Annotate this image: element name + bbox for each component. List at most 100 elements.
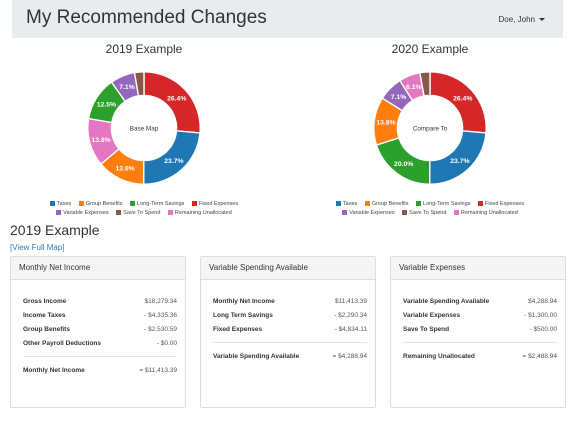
row-value: - $2,530.59 — [144, 325, 177, 333]
slice-label: 13.8% — [376, 120, 395, 127]
card-variable-expenses: Variable Expenses Variable Spending Avai… — [390, 256, 566, 408]
row-label: Fixed Expenses — [213, 325, 263, 333]
legend-item-long-term-savings[interactable]: Long-Term Savings — [130, 200, 184, 209]
legend-item-taxes[interactable]: Taxes — [335, 200, 358, 209]
row-value: $18,279.34 — [144, 297, 177, 305]
donut-center-label: Base Map — [130, 125, 159, 132]
legend-swatch — [453, 210, 459, 216]
donut-slice[interactable] — [429, 71, 487, 134]
view-full-map-link[interactable]: [View Full Map] — [10, 243, 65, 252]
caret-down-icon — [539, 18, 545, 22]
row-label: Long Term Savings — [213, 311, 273, 319]
legend-item-variable-expenses[interactable]: Variable Expenses — [56, 209, 109, 218]
legend-swatch — [167, 210, 173, 216]
legend-swatch — [78, 201, 84, 207]
row-label: Remaining Unallocated — [403, 352, 475, 360]
card-row: Group Benefits - $2,530.59 — [23, 322, 177, 336]
legend-swatch — [130, 201, 136, 207]
row-value: - $0.00 — [156, 339, 177, 347]
divider — [403, 342, 557, 343]
divider — [213, 342, 367, 343]
card-row: Gross Income $18,279.34 — [23, 294, 177, 308]
donut-center-label: Compare To — [413, 125, 448, 132]
card-total-row: Variable Spending Available = $4,288.94 — [213, 349, 367, 363]
card-header: Monthly Net Income — [11, 257, 185, 280]
donut-slice[interactable] — [419, 71, 431, 97]
legend-swatch — [364, 201, 370, 207]
chart-legend: Taxes Group Benefits Long-Term Savings F… — [24, 200, 264, 218]
row-label: Monthly Net Income — [213, 297, 275, 305]
card-row: Variable Expenses - $1,300.00 — [403, 308, 557, 322]
card-row: Income Taxes - $4,335.36 — [23, 308, 177, 322]
card-row: Variable Spending Available $4,288.94 — [403, 294, 557, 308]
legend-label: Fixed Expenses — [198, 201, 239, 207]
row-label: Group Benefits — [23, 325, 70, 333]
legend-swatch — [477, 201, 483, 207]
row-value: $11,413.39 — [334, 297, 367, 305]
row-label: Save To Spend — [403, 325, 450, 333]
donut-slice[interactable] — [143, 71, 201, 134]
slice-label: 13.8% — [115, 165, 134, 172]
user-menu[interactable]: Doe, John — [499, 15, 545, 24]
legend-swatch — [342, 210, 348, 216]
chart-title: 2019 Example — [105, 42, 183, 56]
row-value: - $2,290.34 — [334, 311, 367, 319]
legend-item-remaining-unallocated[interactable]: Remaining Unallocated — [167, 209, 232, 218]
card-row: Other Payroll Deductions - $0.00 — [23, 336, 177, 350]
legend-label: Save To Spend — [123, 210, 161, 216]
row-label: Variable Spending Available — [213, 352, 300, 360]
legend-label: Group Benefits — [85, 201, 123, 207]
slice-label: 23.7% — [164, 158, 183, 165]
legend-swatch — [416, 201, 422, 207]
legend-item-save-to-spend[interactable]: Save To Spend — [402, 209, 446, 218]
donut-slice[interactable] — [133, 71, 145, 97]
card-row: Fixed Expenses - $4,834.11 — [213, 322, 367, 336]
slice-label: 6.1% — [406, 84, 421, 91]
legend-label: Taxes — [342, 201, 358, 207]
divider — [23, 356, 177, 357]
legend-item-fixed-expenses[interactable]: Fixed Expenses — [477, 200, 525, 209]
card-total-row: Monthly Net Income = $11,413.39 — [23, 363, 177, 377]
slice-label: 20.0% — [394, 161, 413, 168]
row-value: = $4,288.94 — [332, 352, 367, 360]
legend-swatch — [402, 210, 408, 216]
legend-item-variable-expenses[interactable]: Variable Expenses — [342, 209, 395, 218]
legend-label: Fixed Expenses — [484, 201, 525, 207]
row-label: Monthly Net Income — [23, 366, 85, 374]
legend-label: Taxes — [56, 201, 72, 207]
legend-swatch — [191, 201, 197, 207]
slice-label: 7.1% — [119, 84, 134, 91]
legend-label: Variable Expenses — [63, 210, 109, 216]
legend-label: Long-Term Savings — [423, 201, 471, 207]
legend-item-group-benefits[interactable]: Group Benefits — [78, 200, 123, 209]
chart-title: 2020 Example — [391, 42, 469, 56]
card-row: Monthly Net Income $11,413.39 — [213, 294, 367, 308]
card-total-row: Remaining Unallocated = $2,488.94 — [403, 349, 557, 363]
row-label: Variable Spending Available — [403, 297, 490, 305]
card-header: Variable Expenses — [391, 257, 565, 280]
legend-item-group-benefits[interactable]: Group Benefits — [364, 200, 409, 209]
legend-item-taxes[interactable]: Taxes — [49, 200, 72, 209]
row-value: - $4,335.36 — [144, 311, 177, 319]
card-header: Variable Spending Available — [201, 257, 375, 280]
slice-label: 26.4% — [453, 95, 472, 102]
legend-label: Save To Spend — [409, 210, 447, 216]
legend-swatch — [116, 210, 122, 216]
section-title: 2019 Example — [10, 222, 100, 238]
donut-chart-2019: 2019 Example 26.4% 23.7% 13.8% 13.8% 12.5% 7.… — [24, 40, 264, 220]
card-row: Long Term Savings - $2,290.34 — [213, 308, 367, 322]
legend-item-long-term-savings[interactable]: Long-Term Savings — [416, 200, 470, 209]
slice-label: 13.8% — [92, 137, 111, 144]
legend-item-remaining-unallocated[interactable]: Remaining Unallocated — [453, 209, 518, 218]
row-value: = $2,488.94 — [522, 352, 557, 360]
legend-label: Remaining Unallocated — [460, 210, 518, 216]
donut-svg: 26.4% 23.7% 20.0% 13.8% 7.1%6.1% Compare To — [373, 71, 487, 185]
legend-item-fixed-expenses[interactable]: Fixed Expenses — [191, 200, 239, 209]
chart-legend: Taxes Group Benefits Long-Term Savings F… — [310, 200, 550, 218]
page-title: My Recommended Changes — [26, 7, 267, 28]
legend-item-save-to-spend[interactable]: Save To Spend — [116, 209, 160, 218]
slice-label: 12.5% — [97, 102, 116, 109]
row-label: Variable Expenses — [403, 311, 461, 319]
card-variable-spending-available: Variable Spending Available Monthly Net … — [200, 256, 376, 408]
legend-label: Long-Term Savings — [137, 201, 185, 207]
